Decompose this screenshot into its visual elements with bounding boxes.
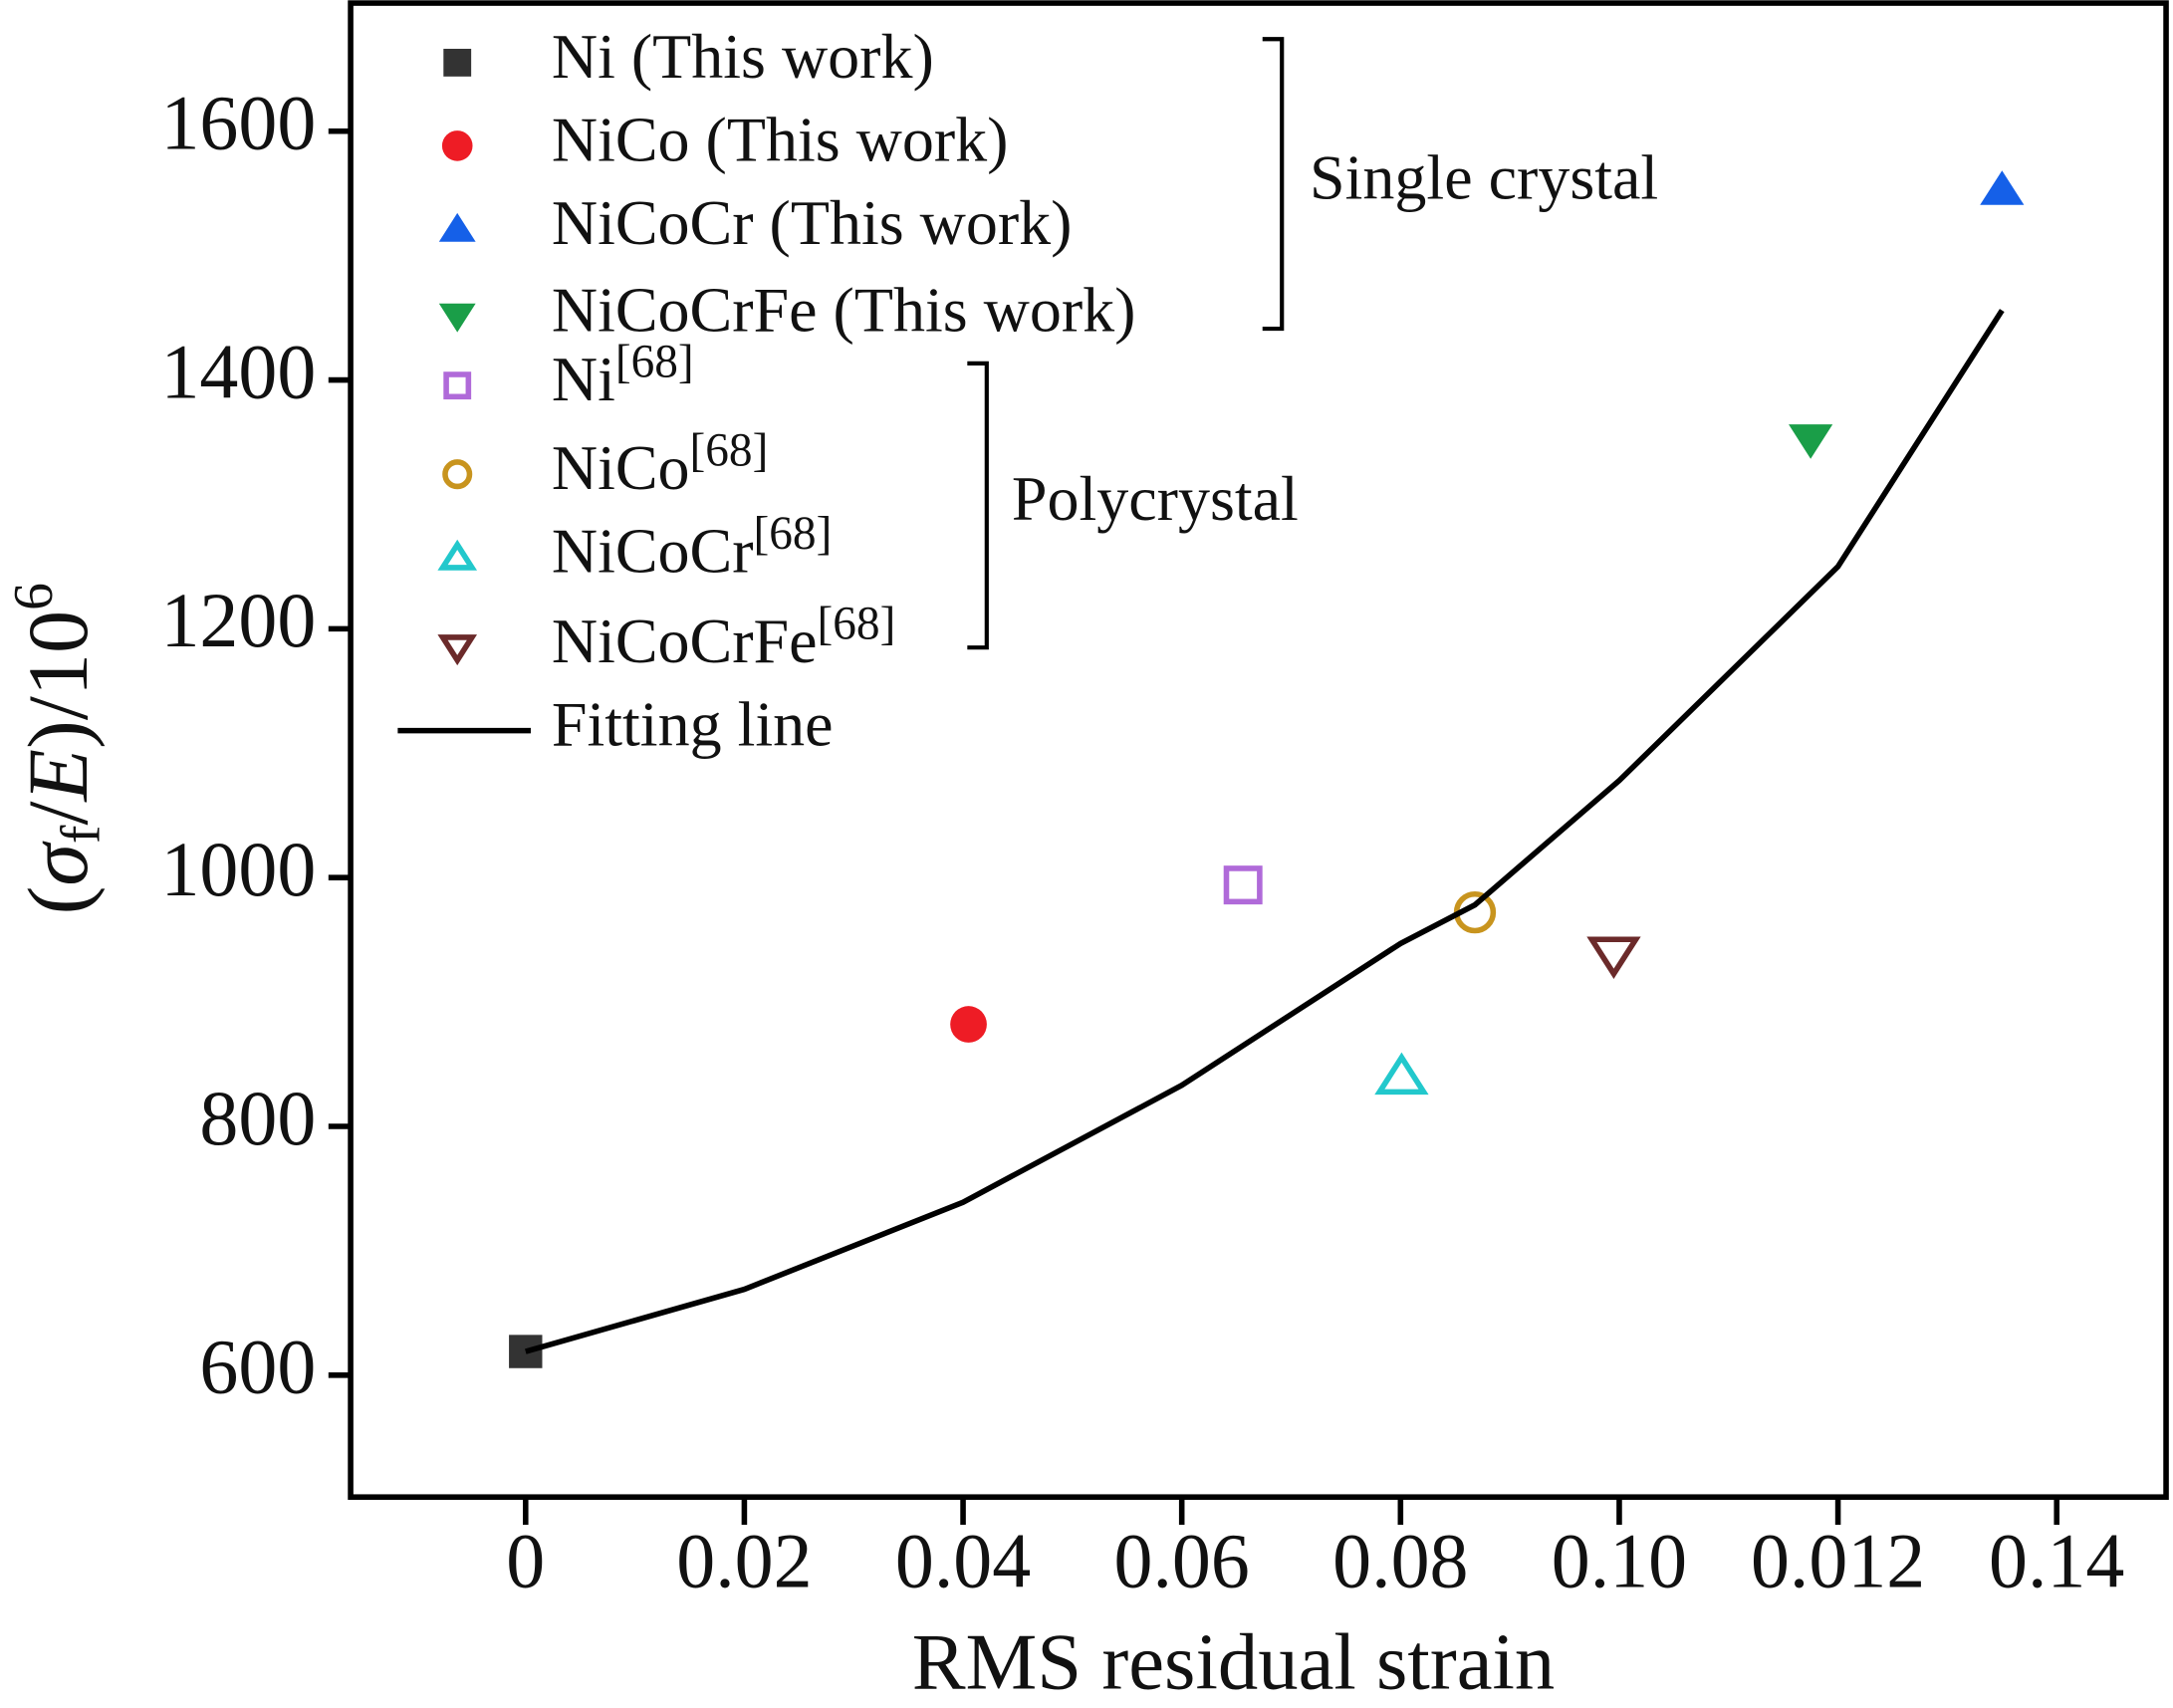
legend-superscript: [68]	[754, 508, 833, 560]
marker-triangle	[1789, 424, 1833, 459]
legend-label: NiCoCrFe (This work)	[552, 274, 1136, 345]
x-tick-label: 0.04	[895, 1518, 1031, 1603]
y-tick-label: 1400	[160, 329, 316, 414]
fitting-line	[525, 309, 2005, 1354]
legend-name: Ni	[552, 344, 615, 414]
y-tick-label: 1000	[160, 827, 316, 912]
legend-label: NiCoCrFe[68]	[552, 599, 896, 676]
marker-triangle	[437, 539, 478, 571]
legend-label: Ni[68]	[552, 337, 694, 414]
legend-name: NiCo	[552, 432, 690, 503]
x-tick-label: 0.14	[1989, 1518, 2124, 1603]
plot-frame	[348, 0, 2169, 1500]
x-tick-label: 0.012	[1751, 1518, 1925, 1603]
y-tick-label: 600	[199, 1325, 316, 1410]
x-tick-label: 0.10	[1552, 1518, 1687, 1603]
legend-superscript: [68]	[690, 425, 769, 477]
legend-name: NiCoCrFe	[552, 606, 818, 676]
marker-triangle	[1374, 1052, 1429, 1096]
marker-triangle	[438, 212, 476, 242]
x-tick-label: 0.06	[1114, 1518, 1250, 1603]
legend-label: NiCoCr (This work)	[552, 187, 1073, 258]
marker-circle	[442, 459, 473, 490]
y-axis-label-part: σ	[10, 841, 106, 886]
y-axis-label-part: )/10	[10, 610, 106, 749]
y-axis-label-part: (	[10, 886, 106, 915]
legend-label: Fitting line	[552, 688, 834, 759]
marker-circle	[950, 1006, 987, 1043]
y-tick-label: 1600	[160, 81, 316, 166]
group-bracket	[967, 361, 989, 650]
y-tick-label: 800	[199, 1076, 316, 1161]
group-bracket	[1262, 37, 1285, 332]
marker-triangle	[1980, 170, 2025, 205]
group-label: Polycrystal	[1012, 463, 1299, 534]
legend-name: NiCoCr (This work)	[552, 187, 1073, 258]
legend-name: NiCo (This work)	[552, 104, 1009, 174]
x-tick-label: 0	[506, 1518, 545, 1603]
marker-square	[443, 48, 472, 77]
group-label: Single crystal	[1310, 141, 1658, 212]
y-axis-label-part: f	[50, 825, 112, 844]
y-tick-label: 1200	[160, 578, 316, 663]
marker-square	[443, 371, 472, 400]
marker-triangle	[1586, 936, 1641, 979]
legend-label: NiCo (This work)	[552, 104, 1009, 174]
legend-label: NiCo[68]	[552, 425, 769, 503]
marker-circle	[441, 130, 473, 161]
legend-superscript: [68]	[615, 337, 694, 388]
marker-square	[1223, 865, 1263, 905]
marker-triangle	[438, 303, 476, 333]
y-axis-label-part: /	[10, 802, 106, 826]
legend-name: NiCoCrFe (This work)	[552, 274, 1136, 345]
legend-superscript: [68]	[818, 599, 896, 650]
x-axis-label: RMS residual strain	[912, 1618, 1556, 1707]
legend-name: Ni (This work)	[552, 21, 934, 92]
x-tick-label: 0.02	[676, 1518, 812, 1603]
y-axis-label: (σf/E)/106	[3, 583, 112, 914]
y-axis-label-part: E	[10, 749, 106, 804]
legend-name: Fitting line	[552, 688, 834, 759]
y-axis-label-part: 6	[3, 583, 65, 610]
marker-triangle	[437, 634, 478, 666]
legend-name: NiCoCr	[552, 515, 754, 586]
legend-label: NiCoCr[68]	[552, 508, 832, 586]
legend-label: Ni (This work)	[552, 21, 934, 92]
x-tick-label: 0.08	[1332, 1518, 1468, 1603]
